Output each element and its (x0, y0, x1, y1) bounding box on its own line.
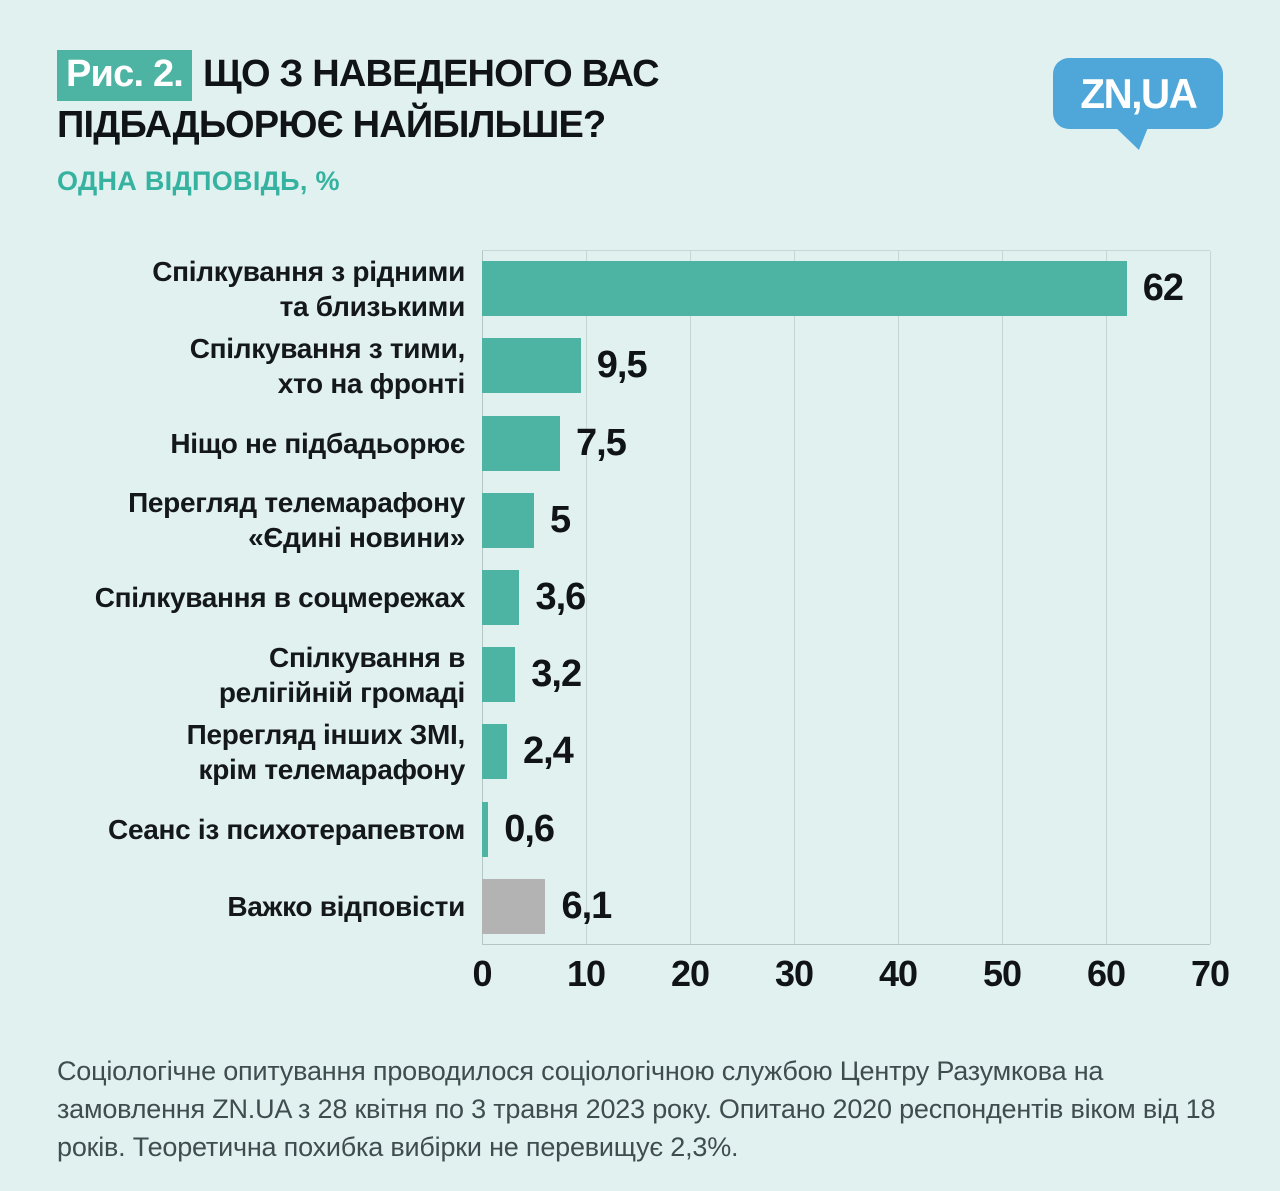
category-label: Спілкування в релігійній громаді (218, 641, 465, 708)
x-tick-label: 30 (774, 953, 814, 994)
bar (482, 569, 520, 625)
category-label: Важко відповісти (227, 890, 465, 922)
value-label: 3,2 (531, 653, 582, 696)
category-label: Спілкування з рідними та близькими (152, 255, 465, 322)
znua-logo-text: ZN,UA (1079, 69, 1197, 117)
bar (482, 492, 534, 548)
bar-row: Перегляд інших ЗМІ, крім телемарафону 2,… (57, 713, 1210, 790)
bar-row: Спілкування в релігійній громаді 3,2 (57, 636, 1210, 713)
title-line-2: ПІДБАДЬОРЮЄ НАЙБІЛЬШЕ? (57, 104, 606, 146)
x-tick-label: 50 (982, 953, 1022, 994)
value-label: 6,1 (561, 884, 612, 927)
bar-zone: 2,4 (482, 713, 1210, 790)
bar-row: Ніщо не підбадьорює 7,5 (57, 404, 1210, 481)
znua-logo: ZN,UA (1053, 58, 1223, 150)
bar (482, 647, 516, 703)
value-label: 9,5 (596, 344, 648, 387)
chart-header: Рис. 2. ЩО З НАВЕДЕНОГО ВАС ПІДБАДЬОРЮЄ Н… (57, 50, 660, 197)
bar (482, 415, 560, 471)
bar-zone: 9,5 (482, 327, 1210, 404)
category-label: Спілкування з тими, хто на фронті (189, 332, 466, 399)
bar-zone: 3,2 (482, 636, 1210, 713)
value-label: 5 (550, 498, 571, 541)
bar-zone: 7,5 (482, 404, 1210, 481)
bar (482, 801, 489, 857)
title-line-1: Рис. 2. ЩО З НАВЕДЕНОГО ВАС (57, 50, 660, 101)
x-tick-label: 20 (670, 953, 710, 994)
source-note: Соціологічне опитування проводилося соці… (57, 1056, 1216, 1162)
x-tick-label: 40 (878, 953, 918, 994)
category-label: Ніщо не підбадьорює (170, 427, 465, 459)
bar-zone: 0,6 (482, 791, 1210, 868)
gridline (690, 251, 691, 944)
value-label: 62 (1142, 267, 1184, 310)
bar-row: Спілкування з тими, хто на фронті 9,5 (57, 327, 1210, 404)
value-label: 7,5 (576, 421, 627, 464)
bar-zone: 3,6 (482, 559, 1210, 636)
gridline (898, 251, 899, 944)
x-tick-label: 60 (1086, 953, 1126, 994)
category-label: Перегляд телемарафону «Єдині новини» (128, 487, 465, 554)
gridline (1210, 251, 1211, 944)
chart-subtitle: ОДНА ВІДПОВІДЬ, % (57, 166, 340, 196)
bar-row: Перегляд телемарафону «Єдині новини» 5 (57, 482, 1210, 559)
bar-rows: Спілкування з рідними та близькими 62 Сп… (57, 250, 1210, 945)
bar (482, 878, 546, 934)
x-tick-label: 70 (1190, 953, 1230, 994)
bar-row: Сеанс із психотерапевтом 0,6 (57, 791, 1210, 868)
bar-row: Спілкування з рідними та близькими 62 (57, 250, 1210, 327)
speech-bubble-tail-icon (1113, 125, 1149, 150)
category-label: Перегляд інших ЗМІ, крім телемарафону (186, 718, 466, 785)
x-tick-label: 10 (566, 953, 606, 994)
bar (482, 338, 581, 394)
gridline (1106, 251, 1107, 944)
bar-row: Спілкування в соцмережах 3,6 (57, 559, 1210, 636)
bar-zone: 6,1 (482, 868, 1210, 945)
bar (482, 261, 1127, 317)
bar-chart: Спілкування з рідними та близькими 62 Сп… (57, 250, 1211, 945)
value-label: 3,6 (535, 575, 586, 618)
title-text-1: ЩО З НАВЕДЕНОГО ВАС (203, 53, 660, 95)
gridline (794, 251, 795, 944)
bar-zone: 5 (482, 482, 1210, 559)
category-label: Сеанс із психотерапевтом (108, 813, 465, 845)
gridline (586, 251, 587, 944)
bar-zone: 62 (482, 250, 1210, 327)
value-label: 2,4 (522, 730, 574, 773)
figure-badge: Рис. 2. (57, 50, 193, 101)
bar-row: Важко відповісти 6,1 (57, 868, 1210, 945)
x-tick-label: 0 (472, 953, 492, 994)
bar (482, 724, 507, 780)
value-label: 0,6 (504, 807, 555, 850)
gridline (1002, 251, 1003, 944)
category-label: Спілкування в соцмережах (94, 581, 466, 613)
x-axis-ticks: 0 10 20 30 40 50 60 70 (472, 953, 1230, 999)
